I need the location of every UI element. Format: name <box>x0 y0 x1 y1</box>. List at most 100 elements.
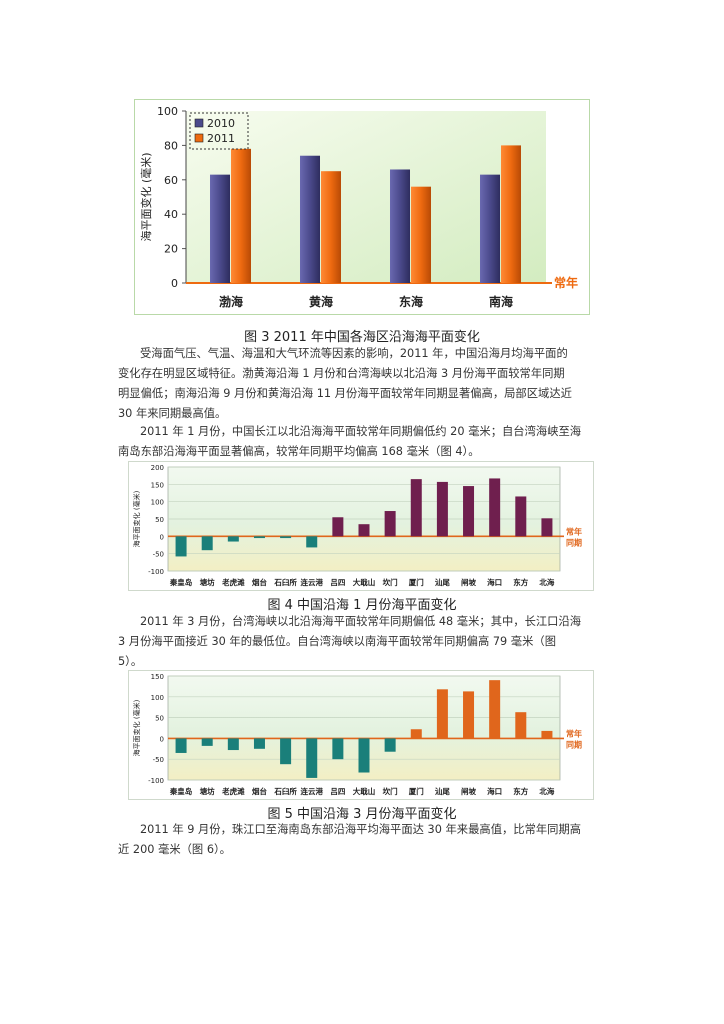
fig3-ytick-label: 0 <box>171 277 178 290</box>
fig4-bar <box>384 511 396 537</box>
fig5-bar <box>410 729 422 739</box>
paragraph-3-line: 5）。 <box>118 655 143 668</box>
fig4-category-label: 闸坡 <box>461 577 476 587</box>
fig3-bar-2011 <box>231 148 251 283</box>
fig5-ytick-label: 0 <box>160 735 164 743</box>
fig5-bar <box>515 712 527 739</box>
fig5-ytick-label: 100 <box>151 694 164 702</box>
fig4-bar <box>332 517 344 537</box>
paragraph-4-line: 2011 年 9 月份，珠江口至海南岛东部沿海平均海平面达 30 年来最高值，比… <box>140 823 582 836</box>
fig5-bar <box>306 738 318 778</box>
fig3-bar-2011 <box>321 171 341 283</box>
fig5-baseline-label: 同期 <box>566 739 582 749</box>
paragraph-2-line: 南岛东部沿海海平面显著偏高，较常年同期平均偏高 168 毫米（图 4）。 <box>118 445 480 458</box>
fig5-bar <box>201 738 213 746</box>
fig4-category-label: 海口 <box>487 577 502 587</box>
fig4-category-label: 老虎滩 <box>221 577 245 587</box>
fig4-category-label: 塘坊 <box>200 577 215 587</box>
fig5-category-label: 东方 <box>513 786 528 796</box>
paragraph-4: 2011 年 9 月份，珠江口至海南岛东部沿海平均海平面达 30 年来最高值，比… <box>118 820 618 860</box>
fig4-category-label: 石臼所 <box>273 577 297 587</box>
fig4-ytick-label: 200 <box>151 464 164 472</box>
fig3-bar-2010 <box>480 174 500 283</box>
fig5-bar <box>358 738 370 773</box>
fig3-bar-2011 <box>411 186 431 283</box>
fig5-category-label: 汕尾 <box>435 786 450 796</box>
fig5-ytick-label: -50 <box>153 756 164 764</box>
fig4-bar <box>515 496 527 537</box>
fig4-category-label: 坎门 <box>383 577 398 587</box>
fig5-category-label: 吕四 <box>330 787 345 796</box>
fig3-baseline-label: 常年 <box>554 275 578 290</box>
fig3-legend-label: 2011 <box>207 132 235 145</box>
fig4-category-label: 大戢山 <box>353 577 376 587</box>
paragraph-1: 受海面气压、气温、海温和大气环流等因素的影响，2011 年，中国沿海月均海平面的… <box>118 344 618 424</box>
fig3-ytick-label: 60 <box>164 174 178 187</box>
fig3-legend-swatch <box>194 133 204 143</box>
fig3-category-label: 黄海 <box>309 294 333 309</box>
fig4-bar <box>410 479 422 537</box>
fig4-bar <box>358 524 370 537</box>
fig5-category-label: 坎门 <box>383 786 398 796</box>
fig5-bar <box>227 738 239 751</box>
fig3-category-label: 渤海 <box>219 294 243 309</box>
fig4-ytick-label: 100 <box>151 499 164 507</box>
fig5-ytick-label: -100 <box>148 777 164 785</box>
fig4-bar <box>541 518 553 537</box>
fig3-legend-label: 2010 <box>207 117 235 130</box>
fig5-category-label: 海口 <box>487 786 502 796</box>
fig5-bar <box>463 691 475 739</box>
fig5-bar <box>489 680 501 739</box>
fig4-ytick-label: -100 <box>148 568 164 576</box>
fig5-category-label: 大戢山 <box>353 786 376 796</box>
paragraph-2: 2011 年 1 月份，中国长江以北沿海海平面较常年同期偏低约 20 毫米；自台… <box>118 422 618 462</box>
paragraph-1-line: 明显偏低；南海沿海 9 月份和黄海沿海 11 月份海平面较常年同期显著偏高，局部… <box>118 387 572 400</box>
fig4-ylabel: 海平面变化 (毫米) <box>132 490 141 547</box>
fig5-ytick-label: 150 <box>151 673 164 681</box>
fig3-bar-2010 <box>300 155 320 283</box>
fig4-baseline-label: 同期 <box>566 537 582 547</box>
figure-5: -100 -50 0 50 100 150 常年 同期 海平面变化 (毫米) 秦皇岛 塘坊 老虎滩 烟台… <box>128 670 594 800</box>
fig4-bar <box>436 481 448 537</box>
fig4-category-label: 北海 <box>539 577 554 587</box>
fig3-ytick-label: 100 <box>157 105 178 118</box>
paragraph-1-line: 30 年来同期最高值。 <box>118 407 227 420</box>
figure-4: -100 -50 0 50 100 150 200 常年 同期 海平面变化 (毫米) 秦皇岛 塘坊 老虎… <box>128 461 594 591</box>
fig5-category-label: 烟台 <box>252 786 267 796</box>
fig4-bar <box>280 536 292 539</box>
fig3-ytick-label: 80 <box>164 139 178 152</box>
paragraph-3-line: 2011 年 3 月份，台湾海峡以北沿海海平面较常年同期偏低 48 毫米；其中，… <box>140 615 582 628</box>
fig4-ytick-label: 0 <box>160 533 164 541</box>
fig5-category-label: 秦皇岛 <box>169 786 193 796</box>
fig4-bar <box>489 478 501 537</box>
fig5-category-label: 厦门 <box>409 786 424 796</box>
paragraph-3-line: 3 月份海平面接近 30 年的最低位。自台湾海峡以南海平面较常年同期偏高 79 … <box>118 635 556 648</box>
fig4-bar <box>201 536 213 551</box>
fig4-baseline-label: 常年 <box>566 526 582 536</box>
fig5-bar <box>384 738 396 752</box>
fig5-bar <box>175 738 187 753</box>
fig5-bar <box>253 738 265 749</box>
paragraph-3: 2011 年 3 月份，台湾海峡以北沿海海平面较常年同期偏低 48 毫米；其中，… <box>118 612 618 672</box>
fig5-category-label: 闸坡 <box>461 786 476 796</box>
fig3-category-label: 东海 <box>399 294 423 309</box>
fig5-bar <box>332 738 344 760</box>
fig3-bar-2010 <box>210 174 230 283</box>
fig5-caption: 图 5 中国沿海 3 月份海平面变化 <box>267 807 457 822</box>
fig4-category-label: 东方 <box>513 577 528 587</box>
fig4-category-label: 烟台 <box>252 577 267 587</box>
fig5-bar <box>436 689 448 739</box>
fig4-ytick-label: 50 <box>155 516 164 524</box>
fig5-ytick-label: 50 <box>155 715 164 723</box>
fig3-category-label: 南海 <box>489 294 513 309</box>
fig4-bar <box>253 536 265 539</box>
fig4-category-label: 汕尾 <box>435 577 450 587</box>
fig4-bar <box>463 486 475 537</box>
fig5-chart: -100 -50 0 50 100 150 常年同期 海平面变化 (毫米) 秦皇岛 塘坊 老虎滩 烟台… <box>128 670 594 800</box>
fig5-ylabel: 海平面变化 (毫米) <box>132 699 141 756</box>
fig5-category-label: 连云港 <box>300 786 323 796</box>
paragraph-1-line: 变化存在明显区域特征。渤黄海沿海 1 月份和台湾海峡以北沿海 3 月份海平面较常… <box>118 367 565 380</box>
fig3-ylabel: 海平面变化 (毫米) <box>139 152 153 241</box>
fig5-bar <box>541 730 553 739</box>
paragraph-1-line: 受海面气压、气温、海温和大气环流等因素的影响，2011 年，中国沿海月均海平面的 <box>140 347 568 360</box>
